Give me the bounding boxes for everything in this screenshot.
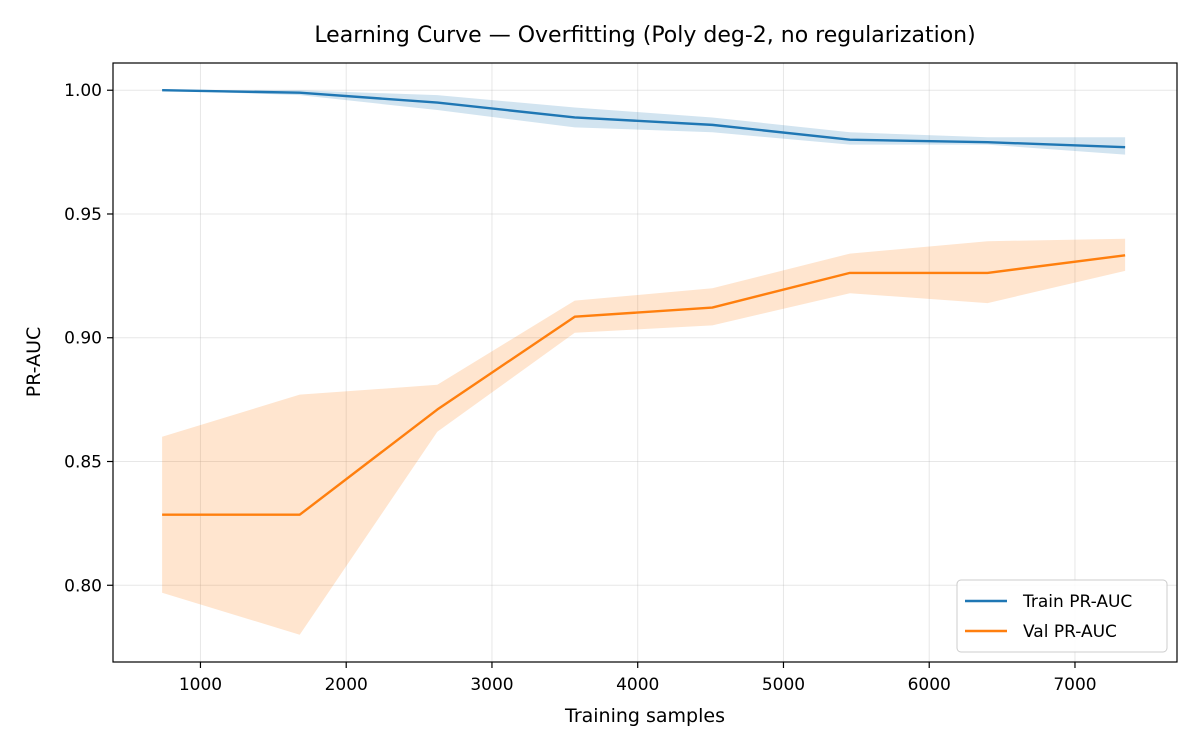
x-tick-label: 5000 [762, 675, 805, 695]
y-tick-label: 0.85 [64, 453, 102, 473]
x-tick-label: 4000 [616, 675, 659, 695]
train-pr-auc-line [162, 89, 1126, 149]
legend-box [956, 579, 1168, 653]
legend-label-val-pr-auc: Val PR-AUC [1023, 622, 1117, 642]
x-tick-label: 7000 [1053, 675, 1096, 695]
legend-label-train-pr-auc: Train PR-AUC [1022, 592, 1132, 612]
y-axis-ticks: 0.80 0.85 0.90 0.95 1.00 [64, 81, 113, 596]
train-pr-auc-band [162, 90, 1126, 155]
x-axis-ticks: 1000 2000 3000 4000 5000 6000 7000 [179, 662, 1097, 695]
val-pr-auc-line [162, 254, 1126, 516]
confidence-bands [162, 90, 1126, 635]
y-tick-label: 1.00 [64, 81, 102, 101]
x-tick-label: 2000 [325, 675, 368, 695]
legend: Train PR-AUC Val PR-AUC [956, 579, 1168, 653]
x-axis-label: Training samples [564, 705, 725, 727]
y-tick-label: 0.90 [64, 329, 102, 349]
y-axis-label: PR-AUC [23, 327, 45, 398]
grid-lines [113, 63, 1177, 662]
chart-title: Learning Curve — Overfitting (Poly deg-2… [314, 23, 975, 48]
series-lines [162, 89, 1126, 516]
x-tick-label: 1000 [179, 675, 222, 695]
val-pr-auc-band [162, 238, 1126, 635]
y-tick-label: 0.80 [64, 576, 102, 596]
x-tick-label: 6000 [908, 675, 951, 695]
y-tick-label: 0.95 [64, 205, 102, 225]
x-tick-label: 3000 [470, 675, 513, 695]
plot-frame [112, 62, 1178, 663]
